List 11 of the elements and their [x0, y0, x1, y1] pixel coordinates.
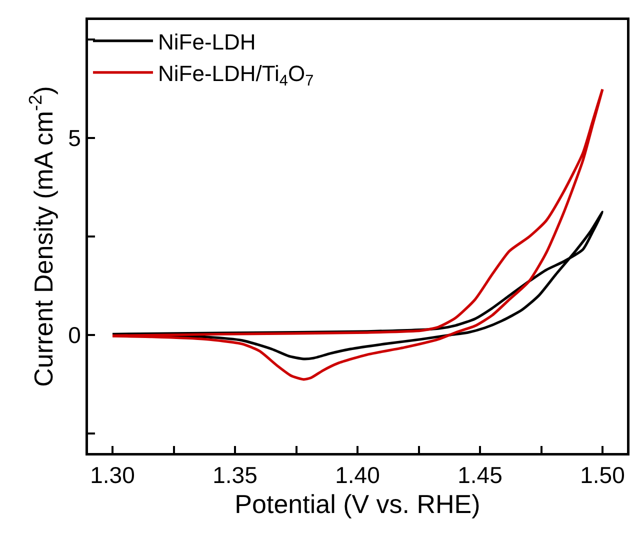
x-tick-label: 1.40: [335, 462, 380, 488]
legend-label: NiFe-LDH/Ti$_{4}$O$_{7}$: [158, 60, 314, 90]
y-tick-label: 5: [68, 125, 81, 152]
y-tick-label: 0: [68, 322, 81, 348]
x-tick-label: 1.30: [90, 462, 135, 488]
x-tick-label: 1.45: [458, 462, 502, 488]
line-series: [111, 88, 604, 381]
x-tick-label: 1.35: [212, 462, 258, 488]
x-axis-title: Potential (V vs. RHE): [234, 489, 480, 520]
x-tick-label: 1.50: [580, 462, 625, 488]
legend-label: NiFe-LDH: [158, 29, 256, 54]
